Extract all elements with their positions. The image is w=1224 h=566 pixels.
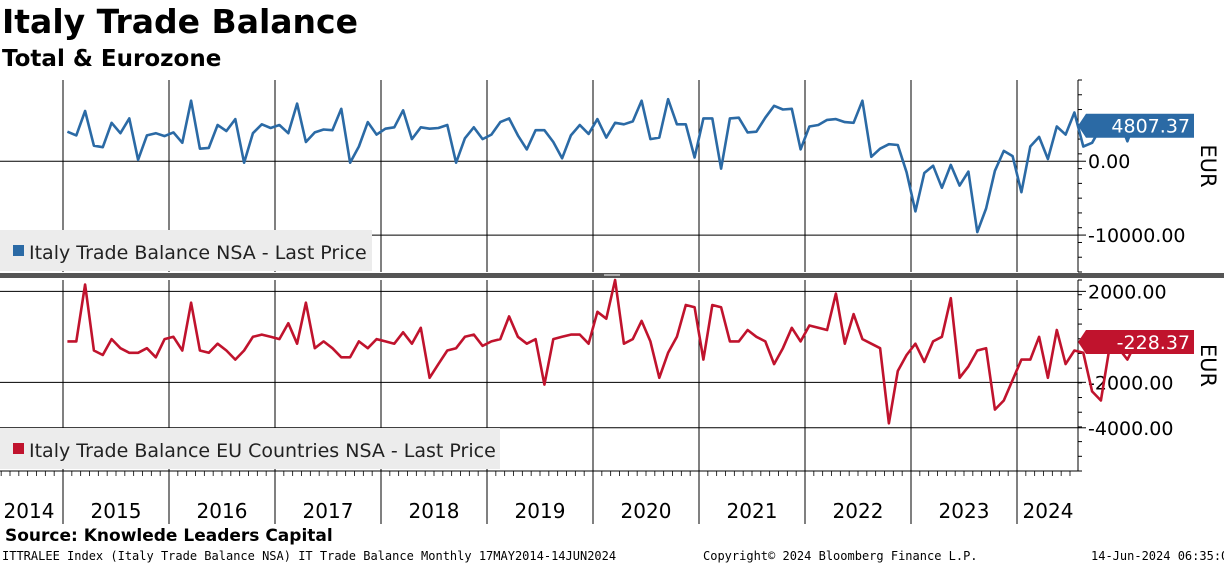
- timestamp: 14-Jun-2024 06:35:09: [1091, 549, 1224, 563]
- legend-swatch: [13, 245, 24, 256]
- x-tick-label: 2016: [197, 499, 248, 523]
- x-tick-label: 2019: [515, 499, 566, 523]
- y-tick-label: 0.00: [1088, 151, 1130, 173]
- chart-title: Italy Trade Balance: [2, 2, 358, 41]
- x-tick-label: 2022: [833, 499, 884, 523]
- legend-label: Italy Trade Balance NSA - Last Price: [29, 242, 367, 264]
- x-tick-label: 2015: [91, 499, 142, 523]
- y-tick-label: -2000.00: [1088, 372, 1173, 394]
- y-tick-label: -4000.00: [1088, 418, 1173, 440]
- index-info: ITTRALEE Index (Italy Trade Balance NSA)…: [2, 549, 617, 563]
- source-note: Source: Knowlede Leaders Capital: [5, 526, 333, 546]
- unit-label: EUR: [1196, 144, 1220, 187]
- panel-separator-grip: [604, 274, 620, 276]
- x-tick-label: 2024: [1023, 499, 1074, 523]
- series-line-eu: [67, 278, 1138, 425]
- copyright-note: Copyright© 2024 Bloomberg Finance L.P.: [703, 549, 978, 563]
- chart-subtitle: Total & Eurozone: [2, 46, 222, 72]
- x-tick-label: 2021: [727, 499, 778, 523]
- last-value-tag: [1078, 113, 1194, 138]
- chart-area: 0.00 -10000.00 EUR 4807.37 Italy Trade Balan…: [0, 79, 1224, 524]
- x-tick-label: 2014: [4, 499, 55, 523]
- unit-label: EUR: [1196, 344, 1220, 387]
- last-value-label: 4807.37: [1111, 116, 1190, 138]
- last-value-tag: [1078, 330, 1194, 355]
- series-line-total: [66, 97, 1155, 234]
- legend-box: [0, 230, 372, 271]
- last-value-label: -228.37: [1117, 332, 1190, 354]
- legend-box: [0, 428, 500, 469]
- x-tick-label: 2018: [409, 499, 460, 523]
- y-tick-label: 2000.00: [1088, 281, 1167, 303]
- x-tick-label: 2023: [939, 499, 990, 523]
- data-points-total: [67, 99, 1154, 233]
- x-tick-label: 2020: [621, 499, 672, 523]
- legend-label: Italy Trade Balance EU Countries NSA - L…: [29, 440, 496, 462]
- x-tick-label: 2017: [303, 499, 354, 523]
- legend-swatch: [13, 443, 24, 454]
- y-tick-label: -10000.00: [1088, 225, 1186, 247]
